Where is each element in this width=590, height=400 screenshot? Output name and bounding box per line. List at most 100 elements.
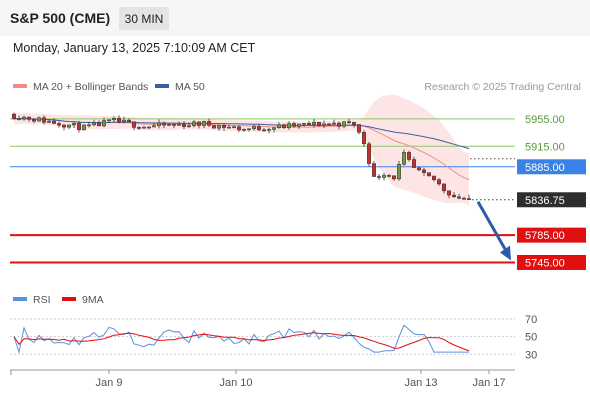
level-label-box-5885.00 (517, 159, 586, 175)
candle-body (397, 164, 401, 180)
candle-body (97, 122, 101, 127)
candle-body (332, 122, 336, 125)
candle-body (177, 124, 181, 126)
legend-label-bollinger: MA 20 + Bollinger Bands (33, 81, 148, 93)
rsi-tick-30: 30 (525, 349, 537, 361)
watermark: Research © 2025 Trading Central (424, 81, 581, 93)
legend-label-ma50: MA 50 (175, 81, 205, 93)
ma50-line (13, 117, 470, 150)
level-label-5745.00: 5745.00 (525, 257, 565, 269)
candle-body (12, 113, 16, 119)
candle-body (422, 169, 426, 173)
candle-body (387, 175, 391, 177)
candle-body (157, 122, 161, 126)
candle-body (382, 175, 386, 178)
candle-body (92, 122, 96, 126)
candle-body (82, 124, 86, 131)
header-bar: S&P 500 (CME) 30 MIN (0, 0, 590, 36)
level-label-5885.00: 5885.00 (525, 162, 565, 174)
candle-body (447, 190, 451, 196)
candle-body (132, 121, 136, 128)
x-tick-Jan 13: Jan 13 (404, 377, 437, 389)
candle-body (167, 124, 171, 126)
timeframe-button[interactable]: 30 MIN (119, 7, 169, 30)
candle-body (442, 183, 446, 192)
candle-body (222, 125, 226, 128)
candle-body (152, 125, 156, 128)
candle-body (42, 117, 46, 123)
candle-body (117, 117, 121, 123)
candle-body (277, 124, 281, 129)
level-label-box-5745.00 (517, 254, 586, 270)
level-label-5915.00: 5915.00 (525, 141, 565, 153)
level-label-5785.00: 5785.00 (525, 230, 565, 242)
candle-body (467, 198, 471, 201)
bollinger-band (14, 94, 469, 206)
candle-body (27, 116, 31, 120)
x-tick-Jan 9: Jan 9 (96, 377, 123, 389)
candle-body (347, 121, 351, 123)
candle-body (392, 175, 396, 180)
candle-body (137, 127, 141, 129)
rsi-tick-70: 70 (525, 314, 537, 326)
candle-body (362, 132, 366, 145)
candle-body (282, 124, 286, 129)
candle-body (327, 123, 331, 126)
candle-body (107, 119, 111, 122)
candle-body (172, 124, 176, 126)
candle-body (242, 129, 246, 131)
candle-body (62, 124, 66, 128)
legend-label-rsi: RSI (33, 294, 51, 306)
candle-body (427, 172, 431, 177)
candle-body (357, 124, 361, 133)
candle-body (112, 117, 116, 121)
candle-body (237, 126, 241, 131)
candle-body (337, 122, 341, 127)
candle-body (452, 194, 456, 198)
candle-body (142, 126, 146, 129)
legend-swatch-9ma (62, 297, 76, 301)
candle-body (197, 121, 201, 126)
candle-body (122, 119, 126, 123)
candle-body (257, 126, 261, 131)
candle-body (72, 122, 76, 126)
x-tick-Jan 17: Jan 17 (472, 377, 505, 389)
candle-body (432, 175, 436, 180)
legend-swatch-bollinger (13, 84, 27, 88)
candle-body (352, 122, 356, 125)
candle-body (287, 123, 291, 129)
candle-body (182, 124, 186, 127)
candle-body (317, 122, 321, 126)
candle-body (462, 197, 466, 200)
x-tick-Jan 10: Jan 10 (219, 377, 252, 389)
last-price-label: 5836.75 (525, 195, 565, 207)
candle-body (232, 126, 236, 129)
candle-body (57, 123, 61, 126)
legend-swatch-ma50 (155, 84, 169, 88)
candle-body (262, 129, 266, 132)
symbol-title: S&P 500 (CME) (10, 10, 111, 26)
candle-body (37, 117, 41, 122)
rsi-9ma-line (13, 332, 470, 352)
candle-body (292, 123, 296, 127)
candle-body (412, 159, 416, 168)
candle-body (192, 121, 196, 126)
candle-body (87, 124, 91, 127)
candle-body (227, 126, 231, 129)
candle-body (207, 121, 211, 126)
candle-body (312, 122, 316, 126)
candle-body (187, 125, 191, 127)
legend-swatch-rsi (13, 297, 27, 301)
candle-body (402, 152, 406, 165)
level-label-box-5785.00 (517, 227, 586, 243)
candle-body (77, 122, 81, 131)
candle-body (252, 126, 256, 130)
level-label-5955.00: 5955.00 (525, 114, 565, 126)
projection-arrow-head (500, 245, 511, 261)
candle-body (302, 123, 306, 125)
candle-body (67, 124, 71, 128)
candle-body (202, 121, 206, 126)
candle-body (417, 167, 421, 171)
